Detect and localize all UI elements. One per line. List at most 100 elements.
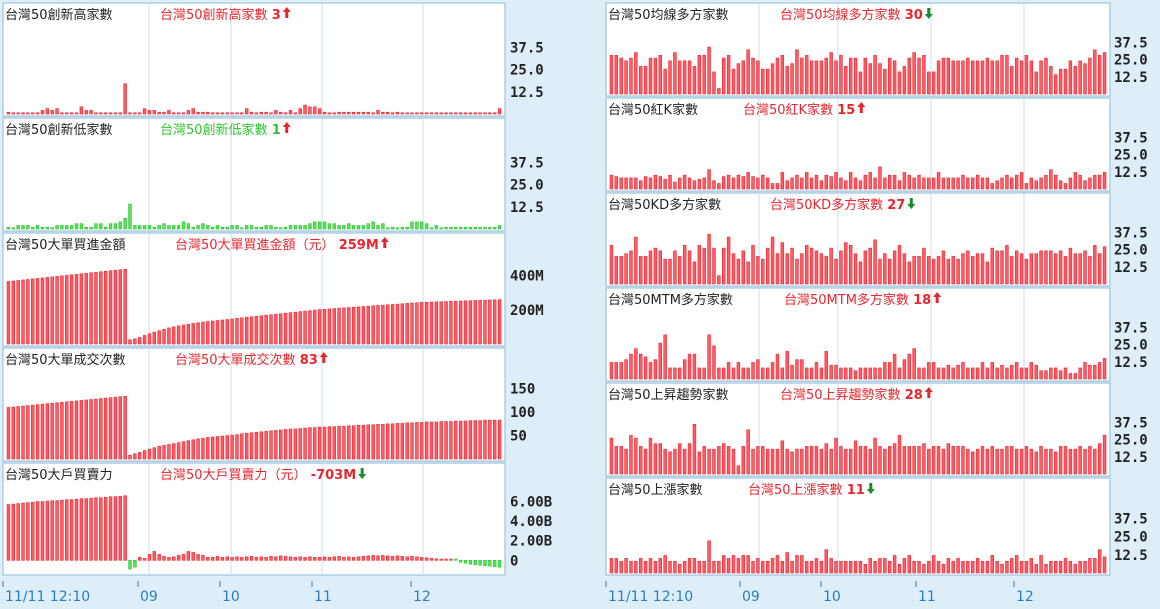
bar-mark	[634, 177, 638, 190]
bar-mark	[941, 563, 946, 574]
bar-mark	[731, 177, 736, 190]
bar-mark	[863, 563, 868, 574]
bar-mark	[172, 112, 176, 115]
bar-mark	[483, 299, 487, 345]
bar-mark	[629, 353, 633, 380]
bar-mark	[912, 52, 916, 95]
bar-mark	[990, 60, 994, 95]
bar-mark	[663, 179, 667, 190]
bar-mark	[259, 226, 264, 230]
x-tick-label: 10	[222, 589, 240, 605]
bar-mark	[853, 57, 858, 95]
panel-title: 台灣50紅K家數	[608, 102, 698, 118]
bar-mark	[736, 465, 741, 475]
bar-mark	[293, 428, 298, 460]
bar-mark	[878, 367, 882, 380]
bar-mark	[172, 443, 176, 460]
bar-mark	[848, 367, 853, 380]
bar-mark	[458, 300, 463, 345]
bar-mark	[313, 557, 317, 561]
bar-mark	[824, 57, 828, 95]
bar-mark	[765, 561, 770, 574]
bar-mark	[858, 367, 863, 380]
bar-mark	[731, 68, 736, 95]
bar-mark	[761, 561, 765, 574]
bar-mark	[682, 245, 687, 285]
chart-panel-red-k: 37.5 25.012.5 台灣50紅K家數 台灣50紅K家數 15	[605, 97, 1148, 192]
bar-mark	[196, 111, 200, 115]
bar-mark	[624, 177, 628, 190]
bar-mark	[133, 559, 137, 568]
bar-mark	[21, 279, 25, 345]
bar-mark	[673, 250, 677, 285]
bar-mark	[488, 226, 492, 230]
bar-mark	[1000, 55, 1004, 95]
bar-mark	[888, 258, 892, 285]
bar-mark	[274, 556, 278, 561]
y-tick-label: 25.0	[510, 63, 544, 79]
bar-mark	[980, 60, 985, 95]
bar-mark	[927, 561, 931, 574]
bar-mark	[717, 561, 721, 574]
bar-mark	[288, 225, 293, 230]
bar-mark	[863, 57, 868, 95]
bar-mark	[1029, 448, 1034, 475]
panel-subtitle: 台灣50上漲家數 11	[748, 482, 865, 498]
bar-mark	[206, 437, 210, 460]
bar-mark	[868, 63, 872, 95]
bar-mark	[868, 448, 872, 475]
bar-mark	[415, 556, 419, 561]
bar-mark	[240, 433, 244, 460]
bar-mark	[65, 499, 69, 561]
y-tick-label: 150	[510, 382, 535, 398]
bar-mark	[936, 561, 941, 574]
bar-mark	[878, 446, 882, 475]
bar-mark	[1093, 245, 1097, 285]
y-tick-label: 6.00B	[510, 495, 552, 511]
bar-mark	[961, 362, 965, 380]
bar-mark	[35, 501, 40, 561]
bar-mark	[736, 258, 741, 285]
bar-mark	[692, 66, 697, 95]
bar-mark	[1054, 367, 1058, 380]
y-tick-label: 12.5	[1114, 355, 1148, 371]
bar-mark	[971, 177, 975, 190]
bar-mark	[186, 323, 191, 345]
bar-mark	[643, 256, 648, 285]
bar-mark	[395, 111, 400, 115]
bar-mark	[488, 112, 492, 115]
y-tick-label: 12.5	[510, 200, 544, 216]
bar-mark	[726, 55, 731, 95]
bar-mark	[775, 353, 780, 380]
bar-mark	[6, 226, 11, 230]
bar-mark	[668, 367, 672, 380]
bar-mark	[478, 559, 482, 566]
bar-mark	[488, 419, 492, 460]
bar-mark	[40, 501, 45, 561]
bar-mark	[376, 424, 380, 460]
bar-mark	[142, 108, 147, 115]
bar-mark	[853, 253, 858, 285]
bar-mark	[1083, 561, 1087, 574]
bar-mark	[888, 362, 892, 380]
bar-mark	[819, 253, 824, 285]
bar-mark	[707, 169, 711, 190]
bar-mark	[883, 177, 887, 190]
bar-mark	[468, 559, 473, 565]
panel-value: 3	[272, 8, 281, 23]
bar-mark	[1049, 367, 1053, 380]
bar-mark	[434, 225, 439, 230]
bar-mark	[1044, 370, 1048, 380]
bar-mark	[390, 304, 395, 345]
bar-mark	[400, 303, 405, 345]
bar-mark	[805, 446, 809, 475]
bar-mark	[45, 277, 50, 345]
bar-mark	[390, 112, 395, 115]
bar-mark	[741, 555, 745, 574]
bar-mark	[653, 174, 658, 190]
bar-mark	[176, 225, 181, 230]
bar-mark	[927, 71, 931, 95]
bar-mark	[746, 429, 750, 475]
bar-mark	[347, 425, 351, 460]
bar-mark	[780, 367, 785, 380]
